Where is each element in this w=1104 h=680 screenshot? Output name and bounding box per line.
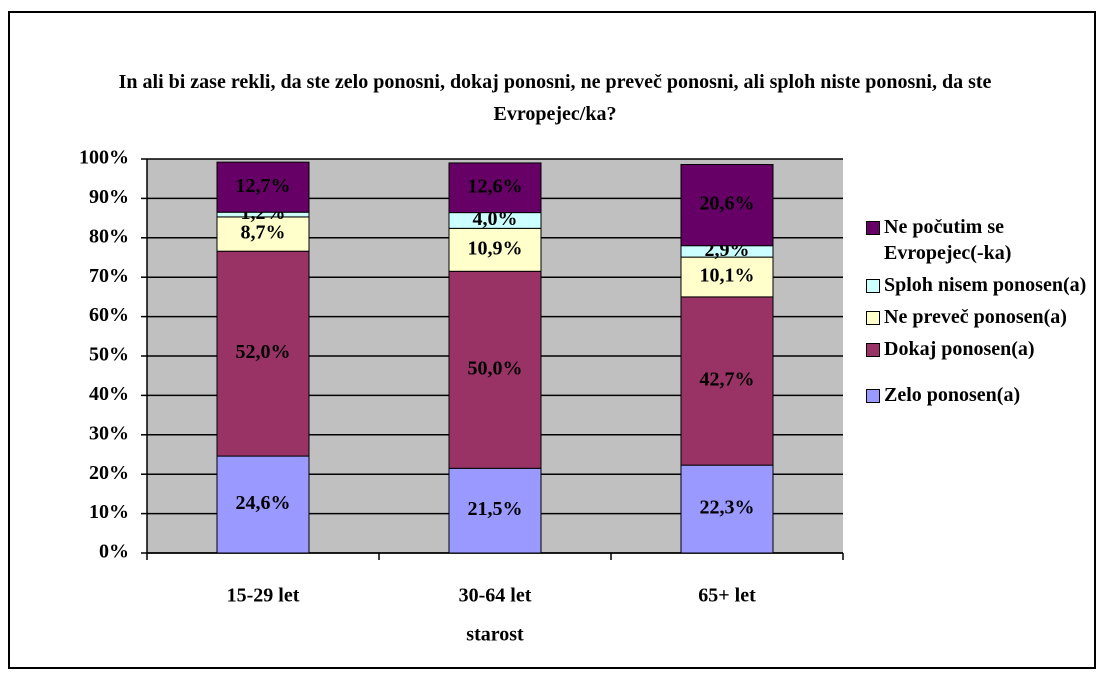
legend-item: Zelo ponosen(a) [866,382,1102,408]
y-tick-label: 40% [89,383,129,405]
y-tick-label: 30% [89,422,129,444]
x-tick-label: 30-64 let [459,585,532,607]
bar-segment [448,162,542,214]
legend-label: Dokaj ponosen(a) [884,338,1035,360]
chart-border [8,11,1096,669]
data-label: 4,0% [473,208,518,230]
bar-segment [216,161,310,213]
legend-label: Ne preveč ponosen(a) [884,306,1067,328]
legend-label: Sploh nisem ponosen(a) [884,274,1087,296]
bar-segment [680,164,774,247]
legend-swatch [866,279,880,293]
data-label: 20,6% [700,193,755,215]
y-tick-label: 100% [79,147,129,169]
bar-segment [680,256,774,298]
data-label: 8,7% [241,222,286,244]
legend-swatch [866,343,880,357]
y-tick-label: 0% [99,541,129,563]
chart-title: In ali bi zase rekli, da ste zelo ponosn… [118,71,992,125]
data-label: 10,1% [700,265,755,287]
bar-segment [680,464,774,554]
legend-label: Ne počutim se Evropejec(-ka) [884,216,1012,264]
bar-segment [448,270,542,469]
legend-item: Ne počutim se Evropejec(-ka) [866,214,1102,266]
legend-swatch [866,221,880,235]
y-tick-label: 20% [89,462,129,484]
bar-segment [216,250,310,457]
legend-item: Ne preveč ponosen(a) [866,304,1102,330]
bar-segment [680,296,774,466]
data-label: 21,5% [468,498,523,520]
data-label: 10,9% [468,237,523,259]
legend-item: Sploh nisem ponosen(a) [866,272,1102,298]
data-label: 12,7% [236,175,291,197]
legend-label: Zelo ponosen(a) [884,384,1021,406]
x-axis-label: starost [466,624,524,646]
x-tick-label: 15-29 let [227,585,300,607]
y-tick-label: 50% [89,344,129,366]
bar-segment [448,227,542,272]
data-label: 22,3% [700,497,755,519]
data-label: 42,7% [700,369,755,391]
y-tick-label: 90% [89,186,129,208]
y-tick-label: 10% [89,501,129,523]
bar-segment [448,467,542,554]
data-label: 12,6% [468,175,523,197]
data-label: 52,0% [236,341,291,363]
y-tick-label: 80% [89,225,129,247]
legend-item: Dokaj ponosen(a) [866,336,1102,362]
data-label: 50,0% [468,357,523,379]
legend-swatch [866,389,880,403]
legend: Ne počutim se Evropejec(-ka) Sploh nisem … [866,214,1102,428]
x-tick-label: 65+ let [698,585,756,607]
y-tick-label: 70% [89,265,129,287]
y-tick-label: 60% [89,304,129,326]
legend-swatch [866,311,880,325]
data-label: 24,6% [236,492,291,514]
